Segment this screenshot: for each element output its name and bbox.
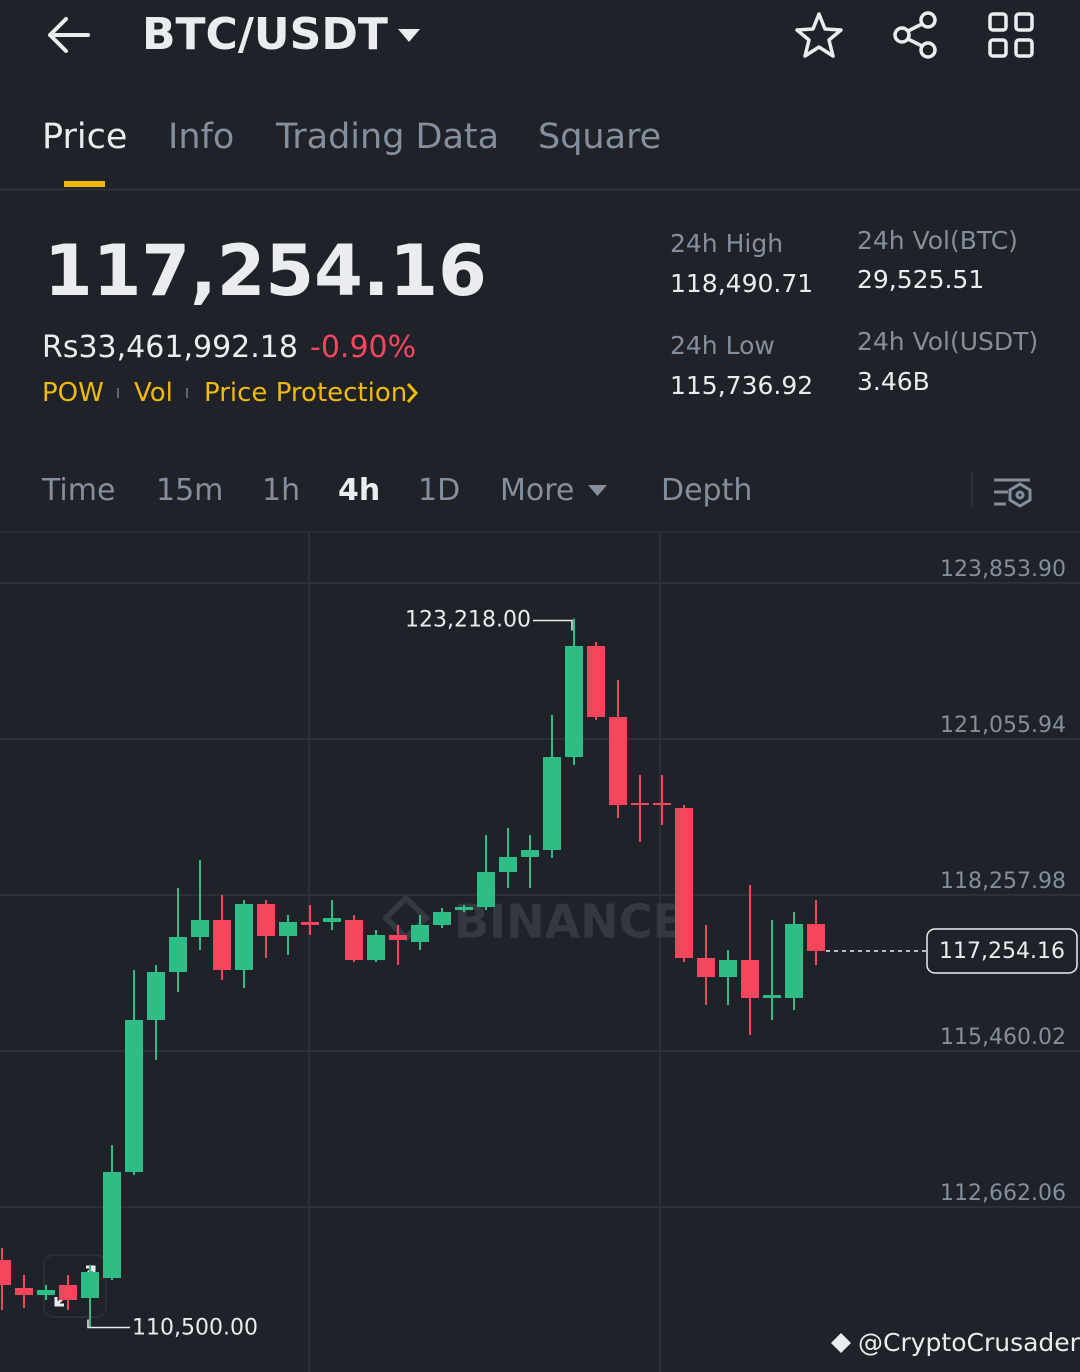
candle-body bbox=[345, 919, 363, 961]
share-button[interactable] bbox=[893, 11, 937, 59]
candle-body bbox=[169, 936, 187, 972]
interval-tab[interactable]: More bbox=[500, 473, 575, 508]
tag[interactable]: Vol bbox=[134, 378, 173, 408]
y-tick-label: 121,055.94 bbox=[940, 713, 1066, 738]
stat-value: 118,490.71 bbox=[670, 269, 814, 298]
candle-body bbox=[697, 958, 715, 978]
stat-label: 24h Low bbox=[670, 331, 775, 360]
candle-body bbox=[125, 1020, 143, 1172]
max-price-label: 123,218.00 bbox=[405, 607, 531, 632]
min-price-label: 110,500.00 bbox=[132, 1316, 258, 1341]
candle-body bbox=[477, 872, 495, 907]
stat-value: 29,525.51 bbox=[857, 265, 985, 294]
candle-body bbox=[235, 903, 253, 970]
y-tick-label: 112,662.06 bbox=[940, 1181, 1066, 1206]
candle-body bbox=[389, 934, 407, 940]
y-tick-label: 118,257.98 bbox=[940, 869, 1066, 894]
last-price-box bbox=[926, 928, 1078, 974]
candle-body bbox=[411, 924, 429, 943]
candle-body bbox=[543, 757, 561, 851]
candle-body bbox=[719, 960, 737, 978]
interval-tab[interactable]: Depth bbox=[661, 473, 753, 508]
candle-body bbox=[257, 903, 275, 936]
candle-body bbox=[499, 856, 517, 873]
stat-label: 24h High bbox=[670, 229, 784, 258]
stat-value: 115,736.92 bbox=[670, 371, 814, 400]
candle-body bbox=[653, 803, 671, 806]
back-button[interactable] bbox=[48, 17, 90, 53]
candlestick-chart: BINANCE @CryptoCrusader 123,853.90121,05… bbox=[0, 533, 1080, 1372]
tab[interactable]: Info bbox=[168, 117, 235, 157]
candle-body bbox=[521, 850, 539, 857]
price-change: -0.90% bbox=[310, 330, 417, 365]
candle-body bbox=[59, 1284, 77, 1300]
candle-body bbox=[565, 646, 583, 758]
candle-body bbox=[763, 995, 781, 998]
more-dropdown[interactable] bbox=[588, 485, 607, 496]
candle-body bbox=[301, 921, 319, 925]
candle-body bbox=[0, 1260, 11, 1285]
last-price: 117,254.16 bbox=[44, 230, 487, 312]
header-icons bbox=[0, 11, 1080, 533]
candle-body bbox=[587, 646, 605, 717]
candle-body bbox=[103, 1171, 121, 1279]
candle-body bbox=[807, 923, 825, 951]
candle-body bbox=[147, 971, 165, 1021]
candle-body bbox=[213, 919, 231, 970]
interval-tab[interactable]: 4h bbox=[338, 473, 381, 508]
tab[interactable]: Price bbox=[42, 117, 128, 157]
stat-label: 24h Vol(USDT) bbox=[857, 327, 1039, 356]
candle-body bbox=[15, 1288, 33, 1296]
interval-tab[interactable]: 15m bbox=[156, 473, 224, 508]
tab[interactable]: Trading Data bbox=[276, 117, 500, 157]
candle-body bbox=[37, 1290, 55, 1296]
candle-body bbox=[81, 1272, 99, 1298]
tab[interactable]: Square bbox=[538, 117, 662, 157]
candle-body bbox=[323, 918, 341, 922]
favorite-button[interactable] bbox=[795, 12, 843, 58]
stat-value: 3.46B bbox=[857, 367, 930, 396]
candle-body bbox=[279, 921, 297, 936]
candle-body bbox=[741, 960, 759, 998]
tag[interactable]: POW bbox=[42, 378, 104, 408]
credit: @CryptoCrusader bbox=[858, 1328, 1080, 1357]
candle-body bbox=[631, 803, 649, 806]
candle-body bbox=[675, 808, 693, 959]
candle-body bbox=[367, 934, 385, 961]
candle-body bbox=[609, 716, 627, 806]
menu-button[interactable] bbox=[988, 12, 1034, 58]
interval-tab[interactable]: 1h bbox=[262, 473, 301, 508]
candle-body bbox=[191, 919, 209, 937]
candle-body bbox=[785, 923, 803, 998]
stat-label: 24h Vol(BTC) bbox=[857, 226, 1018, 255]
y-tick-label: 123,853.90 bbox=[940, 557, 1066, 582]
y-tick-label: 115,460.02 bbox=[940, 1025, 1066, 1050]
tab-indicator bbox=[64, 181, 105, 187]
credit-logo bbox=[831, 1333, 851, 1353]
candle-body bbox=[455, 906, 473, 911]
chart-settings-button[interactable] bbox=[994, 478, 1032, 508]
last-price-label: 117,254.16 bbox=[939, 939, 1065, 964]
tag[interactable]: Price Protection bbox=[204, 378, 408, 408]
pair-dropdown[interactable] bbox=[398, 29, 420, 42]
candle-body bbox=[433, 912, 451, 925]
fiat-price: Rs33,461,992.18 bbox=[42, 330, 298, 365]
interval-tab[interactable]: 1D bbox=[418, 473, 461, 508]
price-protection-chevron[interactable] bbox=[406, 383, 419, 403]
min-price-leader bbox=[87, 1319, 130, 1329]
interval-tab[interactable]: Time bbox=[42, 473, 116, 508]
max-price-leader bbox=[533, 619, 573, 631]
pair-title[interactable]: BTC/USDT bbox=[142, 9, 388, 60]
